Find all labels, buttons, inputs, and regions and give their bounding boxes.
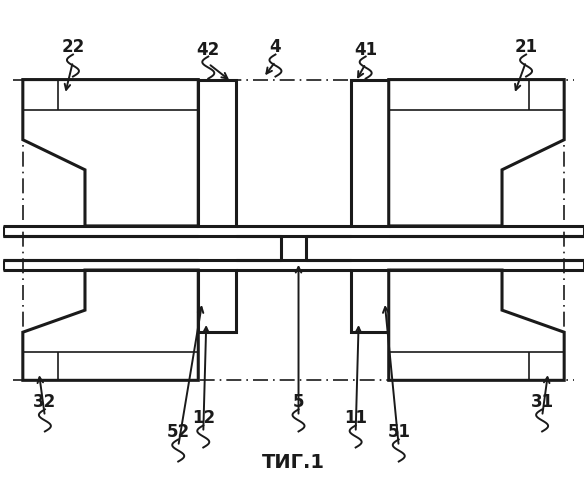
Polygon shape [350,80,389,226]
Text: 42: 42 [197,40,220,58]
Text: 41: 41 [354,40,377,58]
Text: 32: 32 [33,394,56,411]
Text: 51: 51 [387,424,410,442]
Polygon shape [389,80,564,226]
Polygon shape [23,80,198,226]
Text: 4: 4 [269,38,281,56]
Text: 5: 5 [293,394,304,411]
Text: 21: 21 [515,38,538,56]
Polygon shape [350,270,389,332]
Text: 22: 22 [61,38,85,56]
Polygon shape [23,270,198,380]
Polygon shape [389,270,564,380]
Text: 11: 11 [344,410,367,428]
Text: ΤИГ.1: ΤИГ.1 [262,453,325,472]
Text: 31: 31 [531,394,554,411]
Polygon shape [198,270,237,332]
Text: 52: 52 [167,424,190,442]
Text: 12: 12 [192,410,215,428]
Polygon shape [198,80,237,226]
